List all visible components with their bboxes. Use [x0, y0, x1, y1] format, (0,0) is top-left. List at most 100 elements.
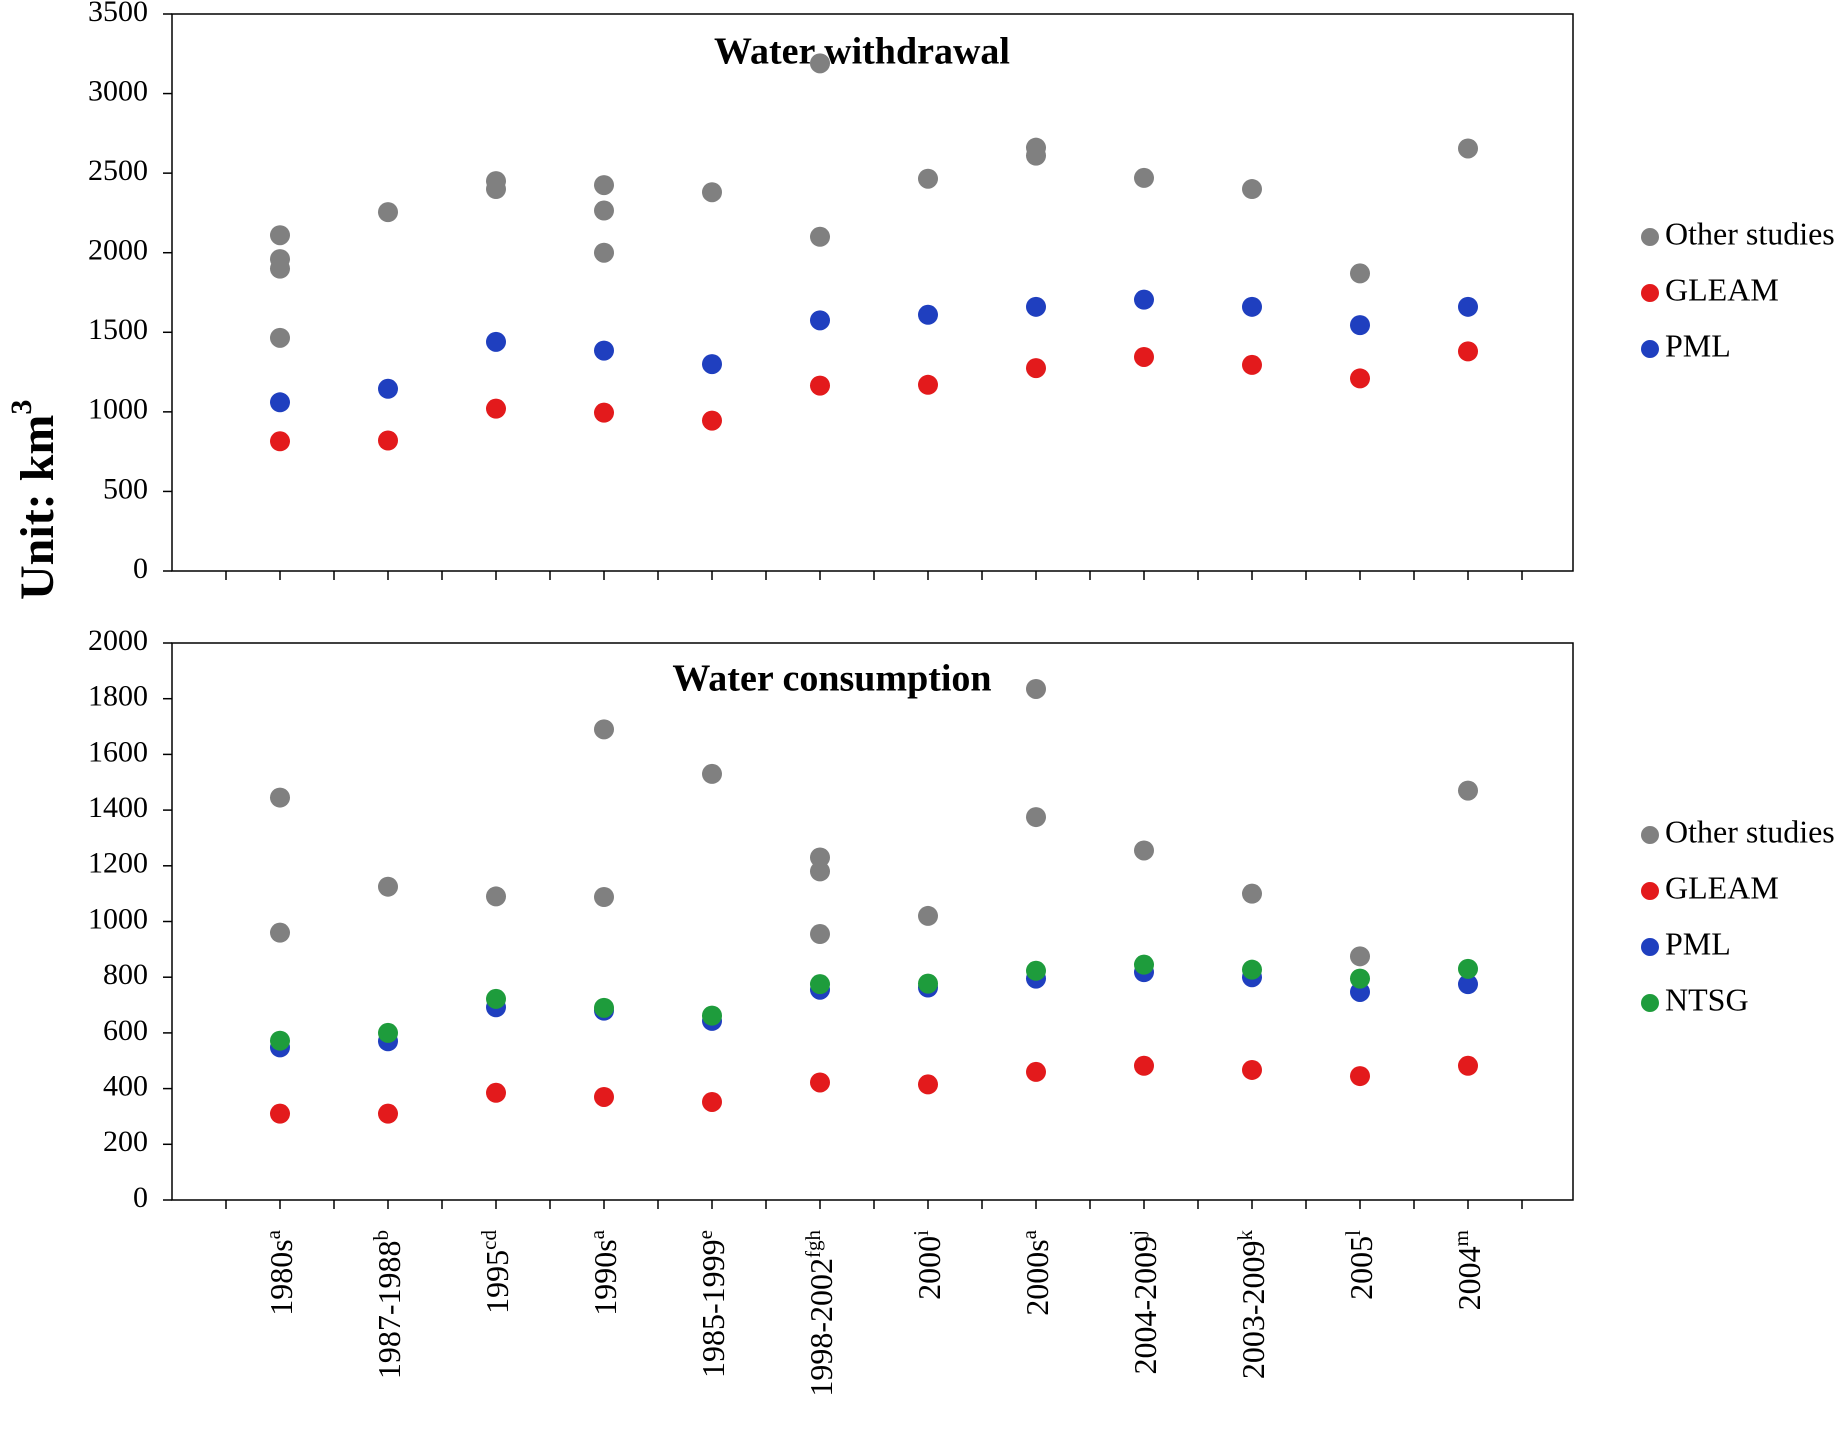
series-pml [270, 289, 1478, 413]
x-tick-label-superscript: fgh [801, 1230, 825, 1258]
data-point [270, 392, 290, 413]
data-point [702, 410, 722, 431]
y-axis-label-superscript: 3 [5, 400, 38, 415]
data-point [810, 861, 830, 882]
data-point [1026, 296, 1046, 317]
x-tick-label: 2005l [1341, 1230, 1379, 1300]
data-point [1242, 1059, 1262, 1080]
data-point [702, 763, 722, 784]
data-point [486, 398, 506, 419]
x-tick-label: 2000i [909, 1230, 947, 1300]
data-point [270, 787, 290, 808]
x-tick-label: 2000sa [1017, 1229, 1055, 1315]
data-point [486, 179, 506, 200]
data-point [1458, 296, 1478, 317]
data-point [1458, 780, 1478, 801]
data-point [1350, 315, 1370, 336]
data-point [810, 1072, 830, 1093]
data-point [594, 1086, 614, 1107]
y-tick-label: 2500 [88, 154, 148, 187]
legend-label: GLEAM [1665, 271, 1779, 307]
data-point [1134, 289, 1154, 310]
data-point [378, 378, 398, 399]
data-point [702, 1005, 722, 1026]
data-point [378, 1022, 398, 1043]
data-point [270, 1103, 290, 1124]
x-tick-label-superscript: a [585, 1229, 609, 1239]
y-tick-label: 0 [133, 1181, 148, 1214]
data-point [810, 53, 830, 74]
x-tick-label-superscript: e [693, 1230, 717, 1239]
plot-frame [171, 13, 1574, 572]
y-tick-label: 1000 [88, 902, 148, 935]
y-tick-label: 1600 [88, 735, 148, 768]
y-tick-label: 400 [103, 1069, 148, 1102]
legend: Other studies GLEAM PML [1641, 215, 1835, 363]
y-tick-label: 600 [103, 1014, 148, 1047]
y-tick-label: 1800 [88, 680, 148, 713]
legend-marker [1641, 340, 1659, 358]
y-tick-label: 1200 [88, 847, 148, 880]
y-tick-label: 0 [133, 552, 148, 585]
data-point [1026, 807, 1046, 828]
legend-marker [1641, 994, 1659, 1012]
data-point [1134, 840, 1154, 861]
legend-label: GLEAM [1665, 869, 1779, 905]
x-tick-label-superscript: k [1233, 1230, 1257, 1241]
data-point [1026, 960, 1046, 981]
series-other-studies [270, 53, 1478, 348]
y-tick-label: 1400 [88, 791, 148, 824]
data-point [1458, 341, 1478, 362]
data-point [1458, 1055, 1478, 1076]
y-tick-label: 3500 [88, 0, 148, 28]
data-point [918, 905, 938, 926]
data-point [1458, 958, 1478, 979]
legend: Other studies GLEAM PML NTSG [1641, 813, 1835, 1017]
x-tick-label: 1987-1988b [369, 1230, 407, 1379]
data-point [810, 310, 830, 331]
data-point [594, 340, 614, 361]
data-point [270, 327, 290, 348]
panel-1: 0 500 1000 1500 2000 2500 3000 3500 Water withdr… [88, 0, 1835, 585]
data-point [702, 354, 722, 375]
data-point [378, 876, 398, 897]
legend-label: PML [1665, 925, 1731, 961]
data-point [1242, 959, 1262, 980]
data-point [1026, 678, 1046, 699]
data-point [1350, 1066, 1370, 1087]
data-point [1134, 346, 1154, 367]
data-point [594, 719, 614, 740]
data-point [1350, 946, 1370, 967]
y-tick-label: 3000 [88, 74, 148, 107]
data-point [1242, 354, 1262, 375]
data-point [270, 225, 290, 246]
data-point [1242, 296, 1262, 317]
x-tick-label-superscript: a [261, 1229, 285, 1239]
y-tick-label: 500 [103, 472, 148, 505]
data-point [1242, 179, 1262, 200]
y-tick-label: 200 [103, 1125, 148, 1158]
series-pml [270, 962, 1478, 1058]
x-tick-label: 2003-2009k [1233, 1230, 1271, 1380]
x-category-labels: 1980sa 1987-1988b 1995cd 1990sa 1985-1999e 19… [261, 1229, 1487, 1396]
x-tick-label-superscript: b [369, 1230, 393, 1241]
series-gleam [270, 1055, 1478, 1124]
y-axis-label: Unit: km3 [5, 400, 64, 600]
data-point [1350, 263, 1370, 284]
legend-marker [1641, 284, 1659, 302]
x-tick-label-superscript: a [1017, 1229, 1041, 1239]
x-tick-label: 1995cd [477, 1230, 515, 1314]
data-point [918, 168, 938, 189]
data-point [810, 375, 830, 396]
data-point [1458, 974, 1478, 995]
data-point [810, 226, 830, 247]
legend-marker [1641, 882, 1659, 900]
x-tick-label: 1985-1999e [693, 1230, 731, 1378]
x-tick-label: 2004-2009j [1125, 1230, 1163, 1375]
data-point [486, 988, 506, 1009]
legend-marker [1641, 826, 1659, 844]
series-ntsg [270, 954, 1478, 1051]
data-point [1134, 954, 1154, 975]
data-point [594, 886, 614, 907]
